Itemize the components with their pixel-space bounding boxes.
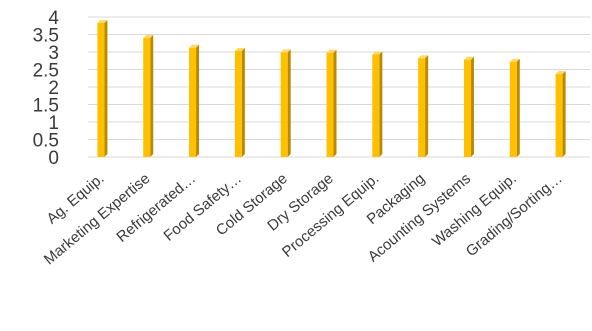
bar-side (241, 47, 245, 158)
bar-side (470, 56, 474, 158)
bar (372, 51, 383, 158)
bar-face (509, 61, 517, 157)
bar-top (372, 51, 383, 55)
y-tick-label: 1.5 (33, 96, 59, 117)
bar-face (280, 52, 288, 157)
x-tick-label: Food Safety… (161, 170, 245, 245)
bar-top (189, 44, 200, 48)
bar-side (333, 49, 337, 158)
bar (143, 35, 154, 157)
y-axis-ticks: 00.511.522.533.54 (33, 8, 60, 169)
bar-top (326, 49, 337, 53)
y-tick-label: 4 (48, 8, 59, 29)
bar (97, 19, 108, 158)
y-tick-label: 0.5 (33, 131, 59, 152)
y-tick-label: 1 (48, 113, 59, 134)
bar (280, 49, 291, 157)
bar-top (143, 35, 154, 38)
y-tick-label: 3.5 (33, 26, 59, 47)
bar-side (196, 44, 200, 157)
bar-top (280, 49, 291, 53)
bar-face (189, 47, 197, 157)
bar (418, 55, 429, 157)
bar-face (326, 52, 334, 158)
bar-side (150, 35, 154, 157)
bar-top (418, 55, 429, 59)
bar-face (463, 59, 471, 158)
bar-face (97, 22, 105, 158)
gridlines (88, 16, 590, 158)
bar-side (562, 71, 566, 157)
bar-top (509, 58, 520, 62)
bar-face (555, 74, 563, 157)
bar-top (97, 19, 108, 23)
bar-side (104, 19, 108, 158)
bar (509, 58, 520, 157)
bar (189, 44, 200, 157)
y-tick-label: 3 (48, 43, 59, 64)
bar (326, 49, 337, 158)
bar-top (234, 47, 245, 51)
bar-side (425, 55, 429, 157)
bar (463, 56, 474, 158)
bar-face (418, 58, 426, 157)
x-tick-label: Refrigerated… (113, 170, 199, 246)
bar-side (287, 49, 291, 157)
bar (234, 47, 245, 158)
bar-face (143, 38, 151, 157)
bar (555, 71, 566, 157)
bar-face (372, 54, 380, 158)
y-tick-label: 0 (48, 148, 59, 169)
x-axis-ticks: Ag. Equip.Marketing ExpertiseRefrigerate… (41, 170, 566, 268)
y-tick-label: 2.5 (33, 61, 59, 82)
bar-face (234, 50, 242, 158)
y-tick-label: 2 (48, 78, 59, 99)
bar-side (516, 58, 520, 157)
bar-top (555, 71, 566, 75)
bar-side (379, 51, 383, 158)
bar-top (463, 56, 474, 60)
bars (97, 19, 566, 158)
